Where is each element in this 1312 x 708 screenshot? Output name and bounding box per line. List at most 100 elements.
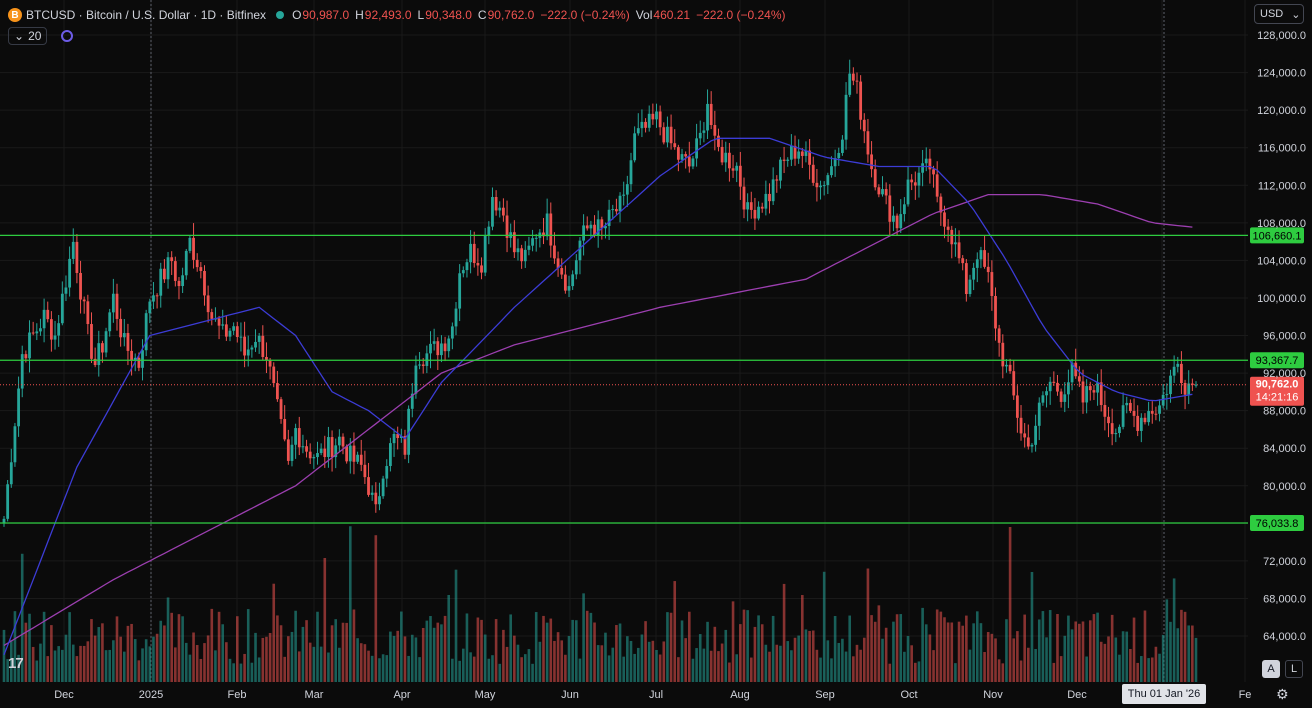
y-axis-tick-label: 108,000.0 (1257, 218, 1306, 230)
candle-body (837, 152, 841, 159)
indicator-settings-icon[interactable] (61, 30, 74, 42)
volume-bar (458, 660, 461, 682)
volume-bar (152, 636, 155, 682)
candle-body (728, 152, 731, 169)
candle-body (399, 436, 403, 439)
change-value: −222.0 (−0.24%) (540, 8, 630, 22)
volume-bar (822, 571, 826, 682)
volume-bar (527, 649, 531, 682)
candle-body (290, 444, 294, 461)
volume-bar (1194, 637, 1198, 682)
volume-bar (793, 637, 797, 682)
volume-bar (330, 625, 334, 682)
volume-bar (1037, 619, 1041, 682)
volume-bar (79, 645, 82, 682)
ma-length-toggle[interactable]: ⌄ 20 (8, 27, 48, 45)
volume-bar (82, 645, 86, 682)
candle-body (31, 332, 35, 334)
candle-body (1001, 342, 1005, 367)
candle-body (1085, 386, 1089, 403)
volume-bar (119, 636, 122, 682)
volume-bar (418, 657, 421, 682)
candle-body (152, 295, 155, 302)
symbol-title[interactable]: BTCUSD · Bitcoin / U.S. Dollar · 1D · Bi… (26, 8, 267, 22)
candle-body (1034, 425, 1038, 445)
volume-bar (534, 612, 538, 682)
volume-bar (1078, 623, 1081, 682)
candle-body (1067, 382, 1070, 395)
volume-bar (155, 633, 159, 682)
volume-bar (644, 621, 647, 682)
candle-body (673, 143, 677, 148)
volume-bar (141, 648, 144, 682)
log-scale-button[interactable]: L (1285, 660, 1303, 678)
close-value: 90,762.0 (487, 8, 535, 22)
candle-body (195, 259, 199, 268)
gear-icon[interactable]: ⚙ (1276, 686, 1289, 702)
candle-body (104, 331, 108, 353)
last-price-label: 90,762.0 (1256, 379, 1299, 391)
volume-bar (855, 644, 859, 682)
candle-body (1008, 364, 1012, 372)
volume-bar (513, 635, 516, 682)
volume-bar (910, 645, 913, 682)
volume-bar (35, 660, 39, 682)
open-value: 90,987.0 (302, 8, 350, 22)
candle-body (1118, 426, 1121, 434)
high-value: 92,493.0 (364, 8, 412, 22)
volume-bar (899, 614, 903, 682)
volume-bar (928, 634, 932, 682)
candle-body (2, 518, 6, 524)
candle-body (352, 445, 356, 462)
volume-bar (691, 658, 695, 682)
candle-body (170, 257, 174, 262)
candle-body (1110, 423, 1114, 435)
candle-body (768, 193, 771, 202)
volume-bar (1074, 621, 1078, 682)
candle-body (615, 209, 618, 212)
volume-bar (859, 649, 862, 682)
volume-bar (629, 640, 633, 682)
volume-bar (1140, 656, 1143, 682)
candle-body (334, 445, 338, 458)
volume-bar (673, 581, 677, 682)
volume-bar (115, 616, 119, 682)
volume-bar (421, 627, 425, 682)
volume-bar (225, 642, 228, 682)
candle-body (746, 202, 750, 210)
currency-button[interactable]: USD ⌄ (1254, 4, 1304, 24)
volume-bar (483, 634, 487, 682)
volume-bar (319, 646, 323, 682)
volume-bar (195, 645, 199, 682)
candle-body (1103, 405, 1107, 417)
candle-body (655, 111, 658, 120)
candle-body (480, 265, 483, 273)
volume-bar (443, 615, 447, 682)
volume-bar (130, 623, 133, 682)
candle-body (246, 349, 250, 356)
candle-body (943, 212, 946, 227)
candle-body (356, 454, 359, 462)
volume-bar (1129, 649, 1132, 682)
candle-body (684, 154, 688, 157)
volume-bar (870, 615, 873, 682)
volume-bar (1034, 648, 1037, 682)
volume-bar (61, 649, 64, 682)
volume-bar (57, 646, 60, 682)
auto-scale-button[interactable]: A (1262, 660, 1280, 678)
candle-body (181, 275, 185, 287)
volume-bar (1132, 617, 1136, 682)
candle-body (388, 443, 392, 467)
volume-label: Vol (635, 8, 653, 22)
tradingview-logo[interactable]: 17 (8, 655, 24, 672)
volume-bar (801, 595, 804, 682)
candle-body (443, 343, 447, 352)
candle-body (1176, 363, 1180, 367)
candle-body (560, 268, 564, 275)
candle-body (553, 245, 556, 259)
volume-bar (217, 611, 221, 682)
volume-bar (1176, 628, 1180, 682)
volume-bar (9, 640, 13, 682)
volume-bar (93, 635, 97, 682)
